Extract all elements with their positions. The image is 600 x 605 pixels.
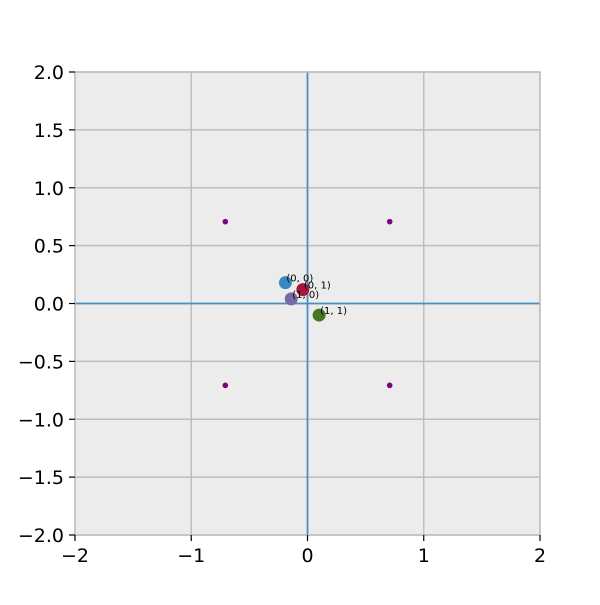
data-points: [278, 276, 326, 322]
point-label: (0, 1): [304, 281, 331, 292]
y-tick-label: −2.0: [18, 525, 64, 547]
x-tick-label: −2: [61, 545, 89, 567]
y-tick-label: 0.0: [34, 294, 64, 316]
reference-point: [222, 382, 229, 389]
y-tick-label: −0.5: [18, 351, 64, 373]
x-tick-label: 2: [534, 545, 546, 567]
data-point: [312, 308, 326, 322]
data-point: [296, 283, 310, 297]
point-label: (0, 0): [286, 274, 313, 285]
y-tick-label: −1.0: [18, 409, 64, 431]
y-tick-label: 0.5: [34, 236, 64, 258]
reference-point: [222, 218, 229, 225]
point-label: (1, 1): [320, 306, 347, 317]
reference-point: [386, 382, 393, 389]
x-axis-ticks: −2 −1 0 1 2: [61, 535, 546, 567]
y-tick-label: 2.0: [34, 62, 64, 84]
x-tick-label: −1: [177, 545, 205, 567]
reference-point: [386, 218, 393, 225]
y-axis-ticks: 2.0 1.5 1.0 0.5 0.0 −0.5 −1.0 −1.5 −2.0: [18, 62, 75, 547]
data-point: [284, 292, 298, 306]
zero-axis-lines: [75, 72, 540, 535]
y-tick-label: 1.0: [34, 178, 64, 200]
x-tick-label: 0: [301, 545, 313, 567]
reference-points: [222, 218, 393, 389]
point-annotations: (0, 0)(0, 1)(1, 0)(1, 1): [286, 274, 347, 317]
y-tick-label: 1.5: [34, 120, 64, 142]
y-tick-label: −1.5: [18, 467, 64, 489]
point-label: (1, 0): [292, 290, 319, 301]
data-point: [278, 276, 292, 290]
x-tick-label: 1: [418, 545, 430, 567]
